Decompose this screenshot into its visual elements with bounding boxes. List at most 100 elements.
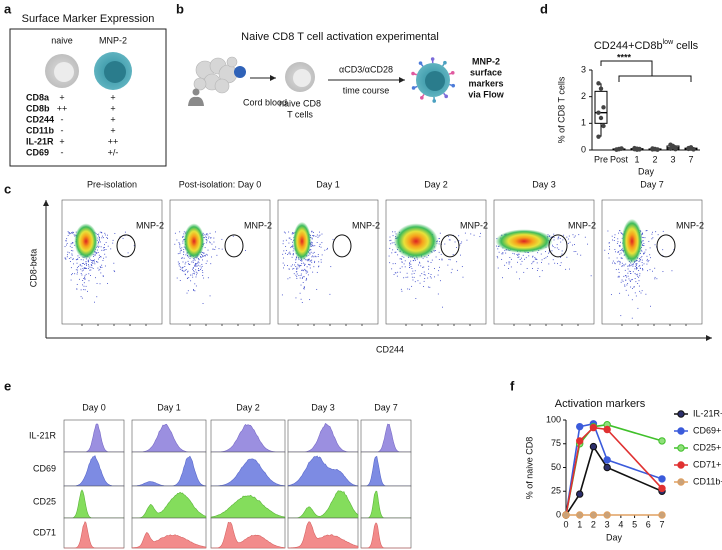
event-dot bbox=[627, 268, 629, 270]
event-dot bbox=[100, 266, 102, 268]
event-dot bbox=[106, 234, 108, 236]
event-dot bbox=[88, 267, 90, 269]
event-dot bbox=[304, 269, 306, 271]
event-dot bbox=[399, 267, 401, 269]
event-dot bbox=[641, 259, 643, 261]
event-dot bbox=[439, 280, 441, 282]
event-dot bbox=[178, 242, 180, 244]
event-dot bbox=[96, 261, 98, 263]
event-dot bbox=[80, 289, 82, 291]
event-dot bbox=[638, 260, 640, 262]
event-dot bbox=[207, 249, 209, 251]
event-dot bbox=[642, 268, 644, 270]
event-dot bbox=[479, 236, 481, 238]
event-dot bbox=[177, 261, 179, 263]
event-dot bbox=[560, 262, 562, 264]
event-dot bbox=[78, 278, 80, 280]
event-dot bbox=[449, 239, 451, 241]
event-dot bbox=[112, 242, 114, 244]
event-dot bbox=[311, 261, 313, 263]
event-dot bbox=[197, 264, 199, 266]
event-dot bbox=[553, 236, 555, 238]
event-dot bbox=[79, 265, 81, 267]
panel-label: e bbox=[4, 378, 11, 393]
panel-title: Surface Marker Expression bbox=[22, 13, 155, 25]
event-dot bbox=[312, 271, 314, 273]
event-dot bbox=[292, 232, 294, 234]
event-dot bbox=[649, 247, 651, 249]
event-dot bbox=[421, 273, 423, 275]
point bbox=[601, 105, 606, 110]
source-label: Cord blood bbox=[243, 97, 287, 107]
event-dot bbox=[113, 262, 115, 264]
histogram bbox=[287, 521, 359, 549]
event-dot bbox=[620, 281, 622, 283]
event-dot bbox=[98, 233, 100, 235]
event-dot bbox=[292, 268, 294, 270]
event-dot bbox=[189, 257, 191, 259]
event-dot bbox=[209, 295, 211, 297]
event-dot bbox=[71, 254, 73, 256]
event-dot bbox=[634, 268, 636, 270]
event-dot bbox=[609, 246, 610, 248]
event-dot bbox=[296, 257, 297, 258]
density-core bbox=[74, 223, 98, 260]
event-dot bbox=[296, 271, 298, 273]
event-dot bbox=[71, 247, 73, 248]
event-dot bbox=[553, 233, 555, 235]
event-dot bbox=[641, 250, 643, 252]
event-dot bbox=[650, 257, 652, 259]
event-dot bbox=[200, 267, 202, 269]
event-dot bbox=[70, 279, 72, 281]
event-dot bbox=[84, 277, 86, 279]
event-dot bbox=[400, 288, 402, 290]
event-dot bbox=[82, 259, 84, 261]
cell-value: + bbox=[59, 136, 64, 146]
event-dot bbox=[70, 267, 72, 269]
plot-title: Pre-isolation bbox=[87, 179, 137, 189]
event-dot bbox=[640, 257, 642, 259]
event-dot bbox=[393, 274, 395, 275]
event-dot bbox=[309, 253, 311, 255]
event-dot bbox=[427, 261, 429, 263]
table-frame bbox=[9, 28, 167, 167]
event-dot bbox=[179, 231, 181, 233]
event-dot bbox=[291, 233, 293, 235]
event-dot bbox=[321, 242, 323, 244]
event-dot bbox=[307, 258, 309, 260]
event-dot bbox=[316, 288, 318, 290]
event-dot bbox=[97, 261, 99, 263]
event-dot bbox=[189, 264, 191, 265]
marker bbox=[589, 442, 598, 451]
event-dot bbox=[107, 238, 109, 239]
event-dot bbox=[295, 258, 297, 260]
event-dot bbox=[632, 265, 634, 267]
event-dot bbox=[415, 298, 417, 299]
event-dot bbox=[642, 245, 644, 247]
event-dot bbox=[419, 261, 420, 263]
event-dot bbox=[72, 258, 74, 260]
column-header: Day 3 bbox=[311, 402, 335, 412]
gate-label: MNP-2 bbox=[352, 220, 380, 230]
event-dot bbox=[654, 276, 656, 278]
event-dot bbox=[195, 263, 196, 265]
event-dot bbox=[299, 277, 301, 279]
event-dot bbox=[635, 274, 637, 276]
event-dot bbox=[652, 237, 654, 239]
event-dot bbox=[451, 268, 453, 270]
event-dot bbox=[86, 263, 87, 265]
gate-label: MNP-2 bbox=[568, 220, 596, 230]
event-dot bbox=[642, 236, 644, 238]
blood-cell bbox=[214, 78, 230, 94]
person-body bbox=[188, 96, 204, 106]
event-dot bbox=[309, 260, 311, 262]
event-dot bbox=[202, 252, 204, 254]
event-dot bbox=[525, 257, 527, 259]
event-dot bbox=[202, 254, 204, 256]
column-header: Day 2 bbox=[236, 402, 260, 412]
event-dot bbox=[94, 301, 95, 303]
event-dot bbox=[307, 271, 309, 273]
event-dot bbox=[311, 259, 313, 261]
event-dot bbox=[103, 257, 105, 259]
event-dot bbox=[326, 248, 328, 250]
